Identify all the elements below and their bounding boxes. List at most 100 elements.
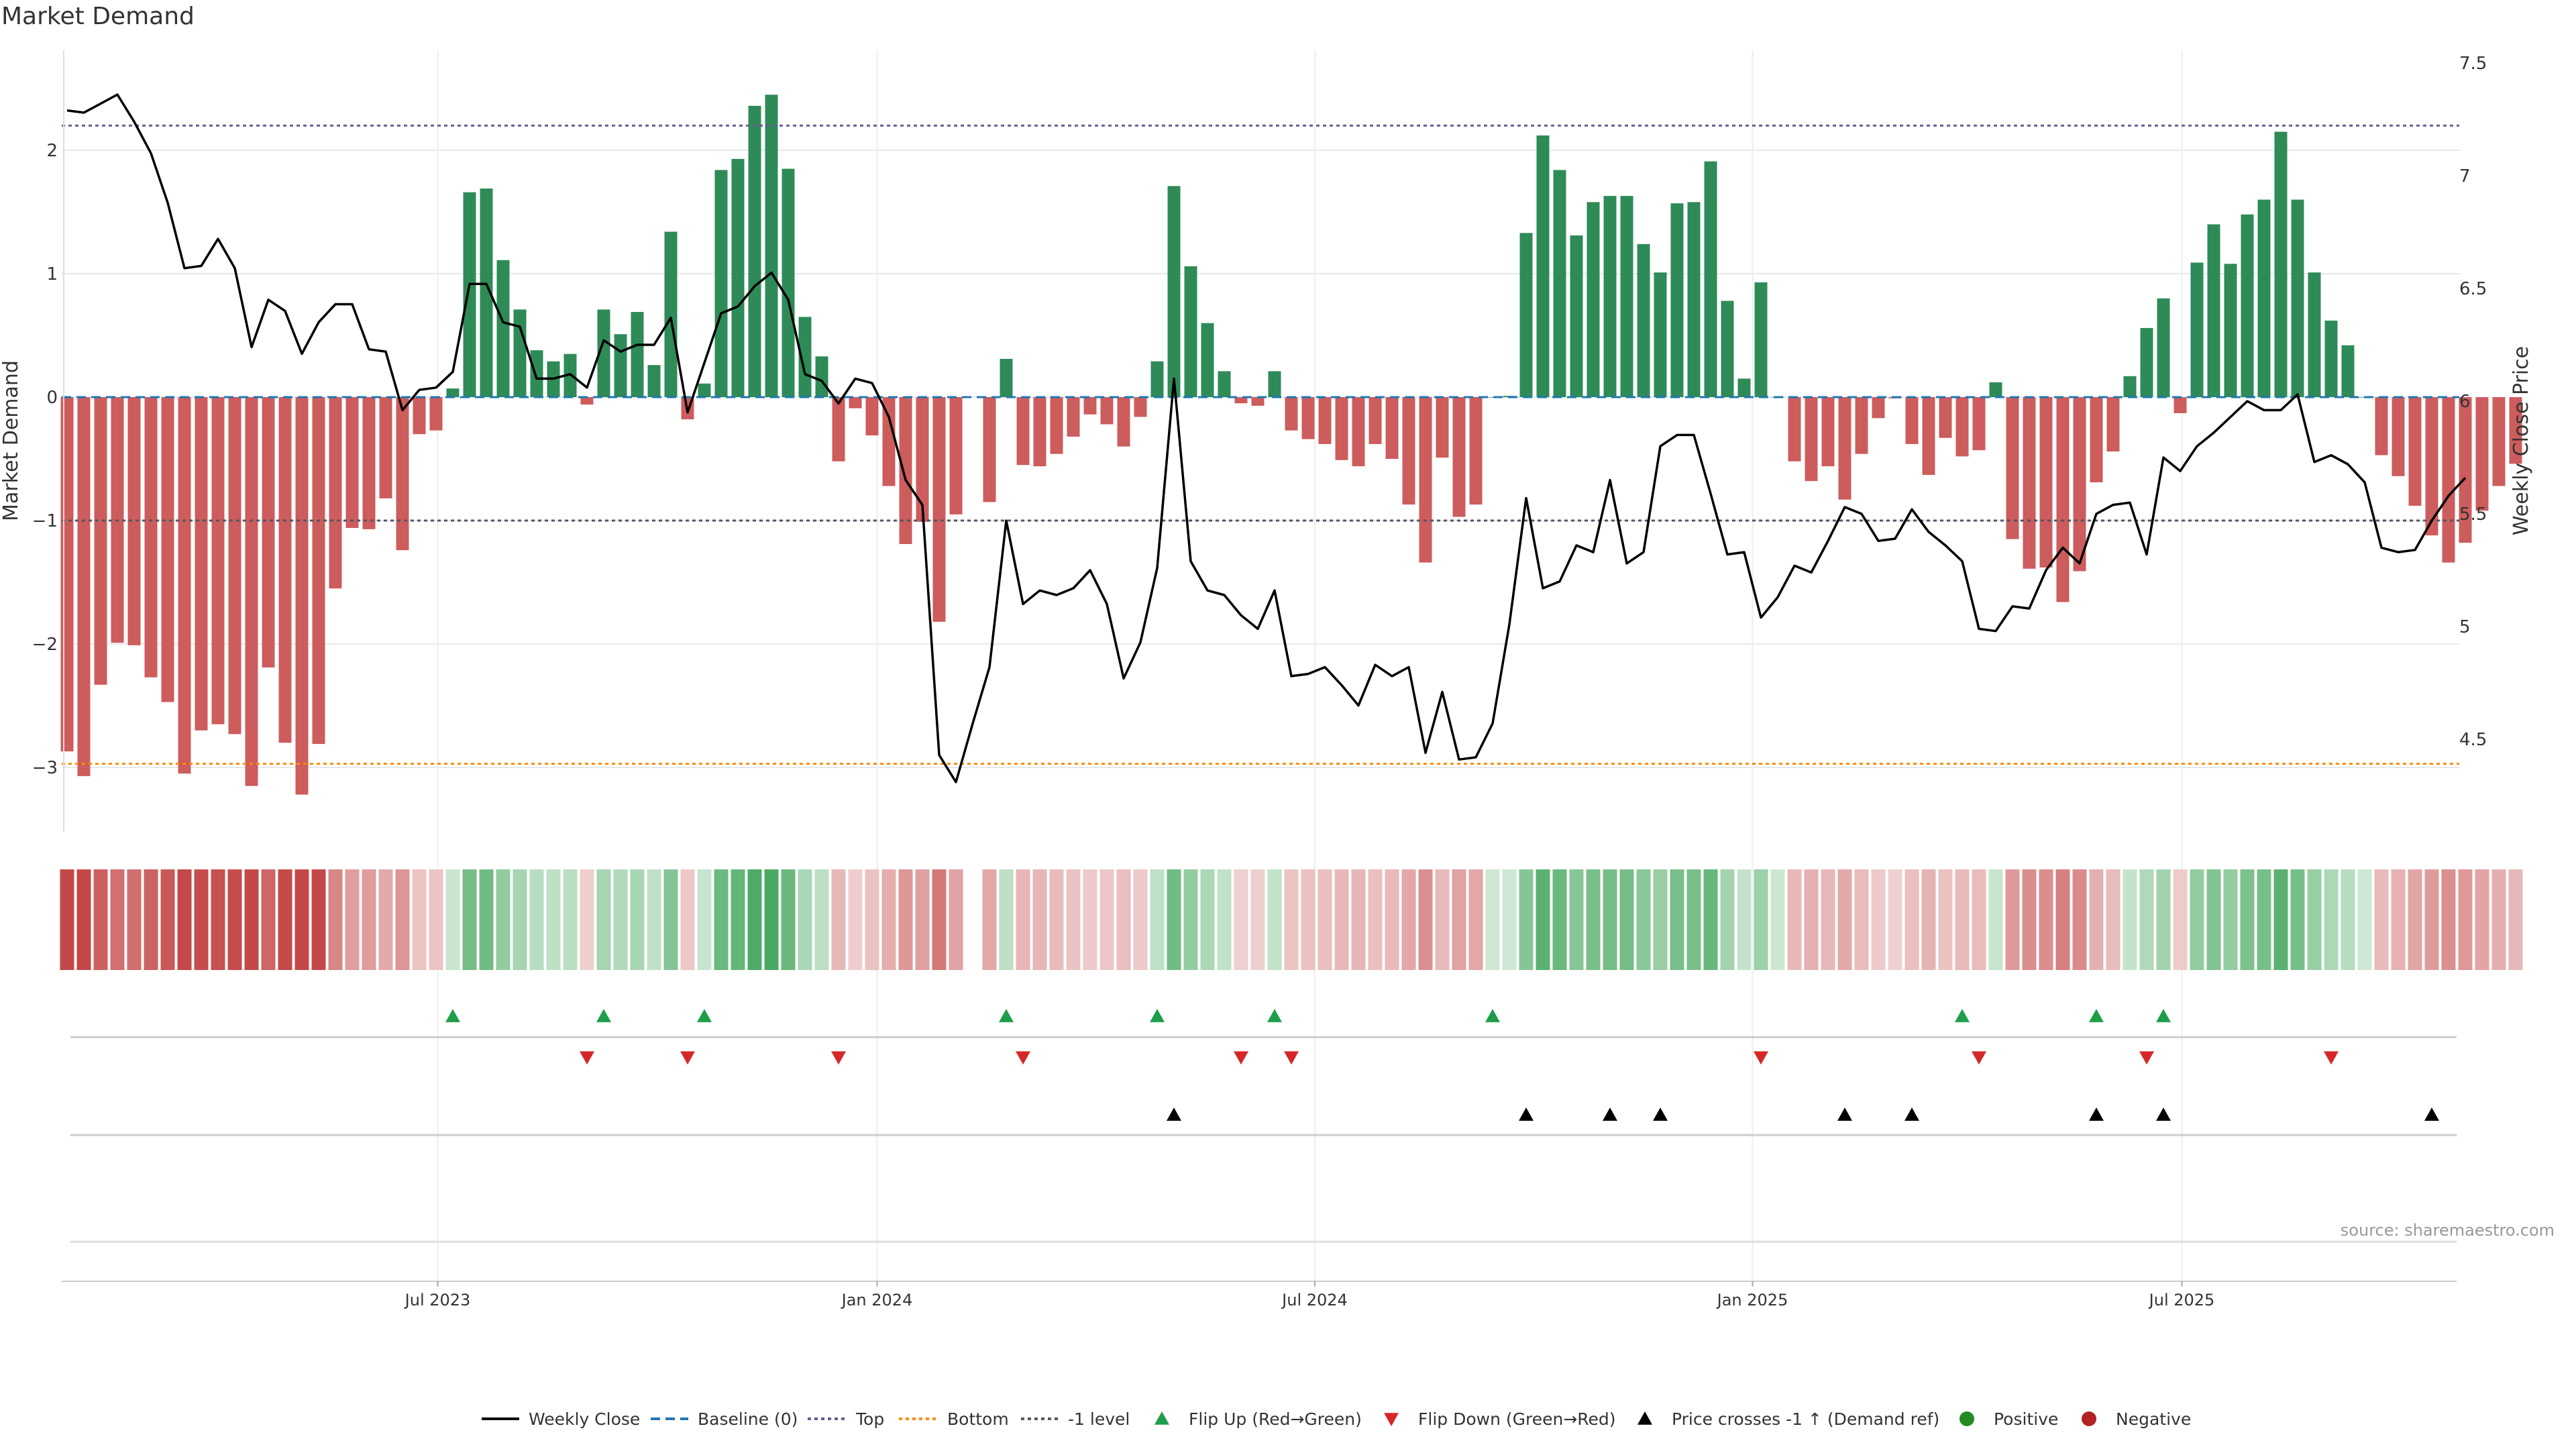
legend-flip-up-swatch (1155, 1411, 1169, 1425)
demand-bar (127, 397, 141, 645)
demand-bar (413, 397, 426, 435)
heat-cell (2123, 869, 2137, 970)
flip-down-marker (1234, 1051, 1248, 1065)
demand-bar (2475, 397, 2489, 511)
demand-bar (1150, 361, 1164, 397)
heat-cell (294, 869, 309, 970)
demand-bar (1587, 202, 1600, 397)
heat-cell (1150, 869, 1165, 970)
demand-bar (2106, 397, 2120, 451)
heat-cell (1904, 869, 1919, 970)
weekly-close-line (66, 93, 2467, 784)
flip-down-marker (1016, 1051, 1030, 1065)
demand-bar (2123, 376, 2137, 397)
demand-bar (1117, 397, 1130, 447)
heat-cell (445, 869, 460, 970)
demand-bar (916, 397, 929, 522)
heat-cell (2223, 869, 2238, 970)
heat-cell (1754, 869, 1768, 970)
demand-bar (614, 334, 627, 397)
demand-bar (2190, 262, 2204, 397)
heat-cell (1250, 869, 1265, 970)
heat-cell (1032, 869, 1047, 970)
demand-bar (815, 356, 828, 397)
demand-bar (1251, 397, 1265, 406)
heat-cell (563, 869, 578, 970)
demand-bar (832, 397, 845, 462)
demand-bar (2006, 397, 2019, 539)
demand-bar (1335, 397, 1348, 460)
demand-bar (1050, 397, 1063, 454)
heat-cell (2491, 869, 2506, 970)
demand-bar (2241, 214, 2254, 397)
heat-cell (1167, 869, 1181, 970)
heat-cell (1804, 869, 1819, 970)
heat-cell (697, 869, 712, 970)
heat-cell (1603, 869, 1617, 970)
flip-up-marker (2156, 1009, 2171, 1022)
heat-cell (1972, 869, 1986, 970)
demand-bar (2375, 397, 2388, 455)
demand-bar (211, 397, 225, 724)
demand-bar (1972, 397, 1986, 451)
legend-bottom-label: Bottom (947, 1409, 1009, 1429)
heat-cell (831, 869, 846, 970)
heat-cell (1049, 869, 1064, 970)
heat-cell (1770, 869, 1785, 970)
demand-bar (1083, 397, 1097, 415)
heat-cell (378, 869, 393, 970)
heat-cell (496, 869, 511, 970)
demand-bar (1536, 135, 1550, 398)
heat-cell (110, 869, 125, 970)
right-tick-label: 4.5 (2459, 730, 2487, 750)
flip-up-marker (697, 1009, 712, 1022)
heat-cell (2508, 869, 2523, 970)
heat-cell (1485, 869, 1500, 970)
demand-bar (1939, 397, 1952, 438)
heat-cell (160, 869, 175, 970)
price-cross-marker (1837, 1108, 1852, 1121)
heat-cell (76, 869, 91, 970)
demand-bar (1754, 282, 1768, 397)
heat-cell (2441, 869, 2456, 970)
heat-cell (2022, 869, 2037, 970)
heat-cell (1200, 869, 1215, 970)
heat-cell (1468, 869, 1483, 970)
heat-cell (345, 869, 360, 970)
heat-cell (1988, 869, 2003, 970)
heat-cell (2173, 869, 2188, 970)
demand-bar (664, 231, 678, 397)
heat-cell (1837, 869, 1852, 970)
demand-bar (1670, 203, 1684, 397)
demand-bar (949, 397, 963, 515)
heat-cell (1351, 869, 1366, 970)
heat-cell (1636, 869, 1651, 970)
demand-bar (2157, 298, 2170, 397)
left-tick-label: −3 (32, 758, 58, 778)
heat-cell (2273, 869, 2288, 970)
demand-bar (2425, 397, 2438, 536)
flip-down-marker (831, 1051, 846, 1065)
heat-cell (1234, 869, 1248, 970)
price-cross-marker (1167, 1108, 1181, 1121)
heat-cell (1653, 869, 1668, 970)
heat-cell (647, 869, 661, 970)
left-tick-label: 2 (46, 141, 58, 161)
demand-bar (2257, 199, 2271, 397)
heat-cell (680, 869, 695, 970)
demand-bar (2459, 397, 2472, 543)
heat-cell (1116, 869, 1131, 970)
heat-cell (630, 869, 645, 970)
demand-bar (2509, 397, 2522, 464)
heat-cell (1385, 869, 1399, 970)
flip-up-marker (596, 1009, 611, 1022)
demand-bar (530, 350, 543, 397)
heat-cell (1183, 869, 1198, 970)
legend-negative-swatch (2082, 1411, 2096, 1426)
demand-bar (329, 397, 342, 589)
demand-bar (362, 397, 376, 529)
demand-bar (1855, 397, 1868, 454)
heat-cell (1133, 869, 1148, 970)
heat-cell (328, 869, 343, 970)
demand-bar (2408, 397, 2422, 506)
